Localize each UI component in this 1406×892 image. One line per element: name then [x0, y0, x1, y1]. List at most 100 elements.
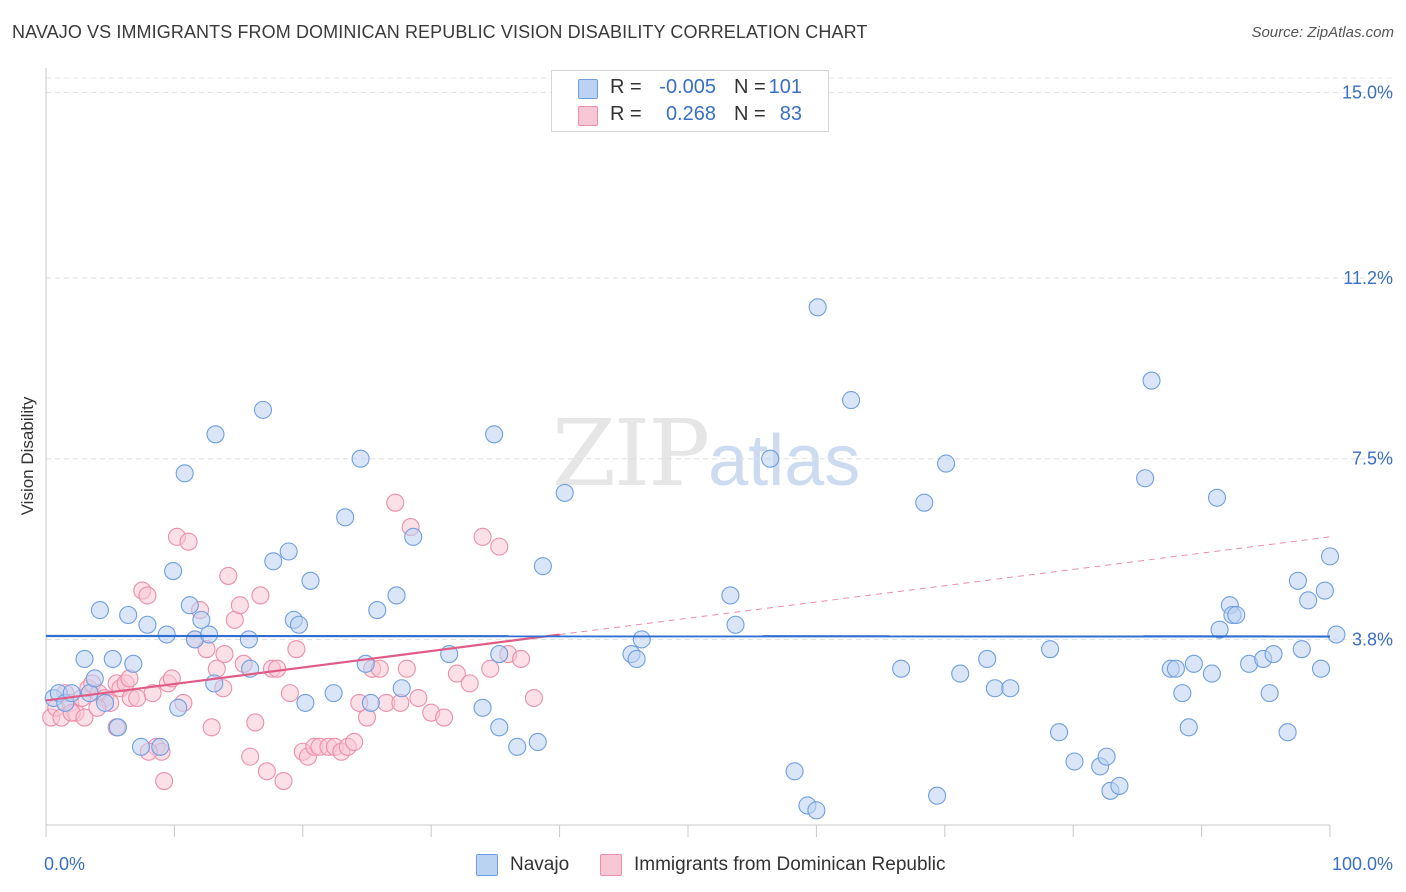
- dominican-republic-point: [268, 659, 287, 678]
- navajo-point: [978, 649, 997, 668]
- navajo-point: [336, 508, 355, 527]
- navajo-point: [892, 659, 911, 678]
- watermark-zip: ZIP: [552, 400, 710, 507]
- dominican-republic-point: [246, 713, 265, 732]
- chart-title: NAVAJO VS IMMIGRANTS FROM DOMINICAN REPU…: [12, 22, 868, 42]
- y-tick-label: 15.0%: [1342, 82, 1393, 102]
- navajo-point: [1264, 645, 1283, 664]
- navajo-point: [473, 698, 492, 717]
- navajo-point: [1210, 620, 1229, 639]
- navajo-point: [1166, 659, 1185, 678]
- navajo-point: [392, 679, 411, 698]
- navajo-point: [289, 615, 308, 634]
- navajo-point: [726, 615, 745, 634]
- navajo-point: [1311, 659, 1331, 678]
- navajo-point: [1292, 640, 1311, 659]
- navajo-point: [175, 464, 194, 483]
- dominican-republic-point: [251, 586, 270, 605]
- dominican-republic-point: [287, 640, 306, 659]
- navajo-point: [119, 605, 138, 625]
- navajo-point: [1207, 488, 1227, 507]
- dominican-republic-point: [257, 762, 276, 781]
- navajo-point: [490, 645, 509, 664]
- legend: Navajo Immigrants from Dominican Republi…: [0, 852, 1406, 878]
- dominican-republic-point: [447, 664, 466, 683]
- dominican-republic-point: [230, 596, 249, 615]
- navajo-point: [485, 425, 504, 444]
- dominican-republic-point: [155, 771, 174, 791]
- navajo-point: [1110, 776, 1129, 795]
- navajo-point: [1260, 684, 1279, 703]
- legend-swatch-dominican-republic: [600, 854, 622, 876]
- navajo-point: [301, 571, 320, 590]
- navajo-point: [915, 493, 934, 512]
- dominican-republic-point: [138, 586, 157, 605]
- gridlines: [46, 77, 1392, 640]
- dominican-republic-point: [512, 649, 531, 668]
- navajo-point: [1327, 625, 1346, 644]
- navajo-point: [151, 737, 170, 756]
- navajo-point: [1097, 747, 1116, 766]
- navajo-point: [264, 552, 283, 571]
- navajo-point: [169, 698, 188, 717]
- navajo-point: [533, 557, 552, 576]
- legend-label-navajo: Navajo: [510, 854, 570, 875]
- x-tick-label: 100.0%: [1332, 854, 1393, 874]
- navajo-point: [1315, 581, 1334, 600]
- navajo-point: [842, 391, 861, 410]
- watermark: ZIPatlas: [552, 400, 860, 507]
- watermark-atlas: atlas: [708, 421, 861, 501]
- dominican-republic-trend-line: [45, 633, 560, 702]
- navajo-point: [138, 615, 157, 634]
- navajo-point: [1184, 654, 1203, 673]
- dominican-republic-swatch: [578, 106, 598, 126]
- navajo-point: [108, 718, 127, 737]
- dominican-republic-point: [274, 771, 293, 791]
- navajo-point: [1299, 591, 1318, 610]
- navajo-point: [96, 693, 115, 712]
- navajo-point: [1050, 723, 1069, 742]
- navajo-point: [785, 762, 804, 781]
- navajo-point: [555, 483, 574, 502]
- navajo-point: [1179, 718, 1198, 737]
- dominican-republic-point: [280, 684, 300, 703]
- navajo-point: [85, 669, 104, 688]
- stats-box: R = -0.005 N = 101 R = 0.268 N = 83: [551, 70, 829, 132]
- navajo-point: [1001, 679, 1020, 698]
- dominican-republic-point: [75, 708, 94, 727]
- x-tick-label: 0.0%: [44, 854, 85, 874]
- dominican-republic-point: [386, 493, 405, 512]
- trend-lines: [45, 536, 1331, 702]
- axes: [45, 68, 1331, 837]
- navajo-point: [90, 601, 109, 620]
- dominican-republic-point: [219, 566, 238, 585]
- n-value: 101: [768, 76, 802, 98]
- navajo-point: [1065, 752, 1084, 771]
- r-label: R =: [610, 103, 642, 125]
- navajo-point: [928, 786, 947, 805]
- y-tick-label: 3.8%: [1352, 629, 1393, 649]
- dominican-republic-point: [481, 659, 500, 678]
- y-tick-label: 11.2%: [1343, 268, 1393, 288]
- navajo-point: [761, 449, 780, 468]
- navajo-points: [44, 298, 1346, 820]
- r-value: -0.005: [659, 76, 716, 98]
- navajo-point: [192, 610, 211, 629]
- navajo-point: [368, 601, 387, 620]
- navajo-point: [404, 527, 423, 546]
- y-tick-label: 7.5%: [1352, 449, 1393, 469]
- dominican-republic-point: [215, 645, 234, 664]
- navajo-point: [103, 649, 122, 668]
- dominican-republic-point: [241, 747, 260, 766]
- navajo-point: [1142, 371, 1161, 390]
- stats-row-dominican-republic: R = 0.268 N = 83: [552, 101, 828, 127]
- navajo-point: [1136, 469, 1155, 488]
- navajo-point: [985, 679, 1004, 698]
- dominican-republic-point: [345, 732, 364, 752]
- navajo-point: [808, 298, 827, 317]
- navajo-point: [807, 801, 826, 820]
- dominican-republic-point: [434, 708, 454, 727]
- dominican-republic-point: [179, 532, 198, 551]
- n-label: N =: [734, 76, 766, 98]
